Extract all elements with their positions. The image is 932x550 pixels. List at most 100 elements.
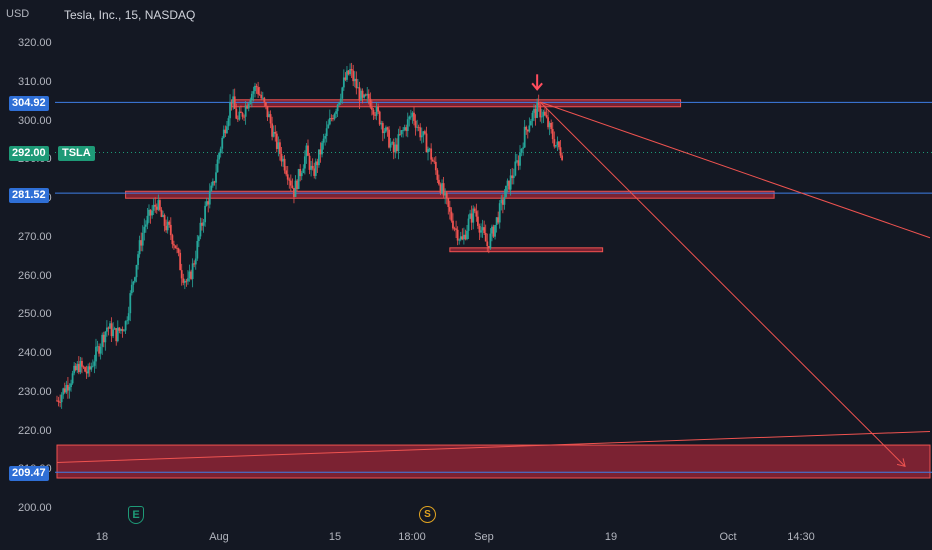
candle-body bbox=[505, 185, 507, 198]
candle-body bbox=[409, 116, 412, 118]
candle-body bbox=[207, 201, 210, 205]
candle-body bbox=[448, 206, 451, 212]
candle-body bbox=[115, 328, 118, 342]
candle-body bbox=[118, 327, 121, 331]
dividend-marker[interactable]: S bbox=[419, 506, 436, 523]
candle-body bbox=[330, 118, 333, 119]
candle-body bbox=[411, 112, 414, 117]
arrow-head bbox=[531, 82, 543, 91]
candle-body bbox=[197, 236, 200, 242]
candle-body bbox=[84, 367, 86, 372]
candle-body bbox=[361, 90, 364, 98]
candle-body bbox=[176, 248, 178, 249]
candle-body bbox=[218, 153, 221, 160]
candle-body bbox=[550, 122, 553, 130]
candle-body bbox=[492, 226, 495, 237]
candle-body bbox=[408, 116, 411, 120]
candle-body bbox=[275, 133, 278, 149]
candle-body bbox=[116, 327, 119, 342]
candle-body bbox=[420, 135, 423, 138]
candle-body bbox=[67, 385, 69, 391]
candle-body bbox=[531, 112, 534, 121]
candle-body bbox=[93, 361, 96, 366]
candle-body bbox=[280, 153, 283, 162]
candle-body bbox=[307, 145, 309, 156]
candle-body bbox=[62, 388, 65, 395]
candle-body bbox=[327, 124, 330, 129]
candle-body bbox=[155, 206, 158, 210]
candle-body bbox=[372, 109, 375, 115]
candle-body bbox=[252, 91, 255, 94]
candle-body bbox=[450, 211, 453, 221]
candle-body bbox=[484, 232, 487, 242]
trendlines[interactable] bbox=[56, 101, 931, 468]
candle-body bbox=[285, 170, 288, 175]
x-tick-label: 19 bbox=[604, 531, 618, 543]
candle-body bbox=[403, 127, 406, 130]
trendline-arrowhead bbox=[896, 458, 906, 468]
candle-body bbox=[378, 111, 381, 125]
candle-body bbox=[289, 180, 292, 186]
candle-body bbox=[483, 227, 486, 233]
horizontal-levels[interactable] bbox=[55, 101, 932, 473]
candle-body bbox=[472, 208, 475, 223]
candle-body bbox=[166, 221, 169, 231]
candle-body bbox=[458, 239, 461, 241]
y-tick-label: 240.00 bbox=[18, 347, 52, 359]
candle-body bbox=[363, 94, 366, 98]
candle-body bbox=[438, 179, 440, 185]
candle-body bbox=[68, 387, 71, 391]
candle-body bbox=[102, 334, 105, 343]
candle-body bbox=[491, 226, 493, 234]
candle-body bbox=[536, 102, 539, 118]
candle-body bbox=[173, 244, 175, 246]
trendline bbox=[56, 431, 931, 463]
candle-body bbox=[475, 211, 478, 217]
candle-body bbox=[314, 161, 317, 176]
candle-body bbox=[349, 69, 351, 75]
candle-body bbox=[360, 90, 362, 101]
candle-body bbox=[257, 87, 260, 95]
candle-body bbox=[65, 385, 68, 393]
candle-body bbox=[388, 129, 390, 148]
candle-body bbox=[271, 123, 274, 137]
candle-body bbox=[497, 217, 500, 223]
candle-body bbox=[82, 366, 85, 368]
candle-body bbox=[391, 142, 394, 144]
candle-body bbox=[519, 152, 521, 166]
candle-body bbox=[247, 103, 250, 109]
earnings-marker[interactable]: E bbox=[128, 506, 144, 524]
zone-rect bbox=[125, 190, 775, 199]
candle-body bbox=[424, 131, 426, 134]
candle-body bbox=[366, 93, 369, 96]
candle-body bbox=[511, 175, 514, 179]
candle-body bbox=[381, 123, 384, 134]
candle-body bbox=[302, 168, 305, 173]
candle-body bbox=[540, 116, 543, 118]
candle-body bbox=[162, 215, 164, 217]
candle-body bbox=[542, 111, 545, 117]
candle-body bbox=[375, 106, 378, 116]
candle-body bbox=[466, 230, 468, 240]
candle-body bbox=[201, 222, 203, 226]
candle-body bbox=[169, 224, 172, 236]
candle-body bbox=[520, 148, 523, 153]
candle-body bbox=[141, 232, 144, 246]
candle-body bbox=[530, 120, 532, 126]
candle-body bbox=[112, 329, 115, 337]
y-tick-label: 310.00 bbox=[18, 75, 52, 88]
candle-body bbox=[216, 159, 219, 173]
candle-body bbox=[185, 280, 188, 282]
candle-body bbox=[500, 199, 503, 204]
candle-body bbox=[121, 328, 124, 332]
candle-body bbox=[85, 371, 88, 374]
candle-body bbox=[293, 188, 295, 197]
candle-body bbox=[318, 149, 320, 166]
candle-body bbox=[79, 360, 82, 373]
candle-body bbox=[110, 323, 113, 337]
candle-body bbox=[526, 129, 529, 132]
candle-body bbox=[554, 145, 557, 147]
candle-body bbox=[386, 127, 389, 130]
candle-body bbox=[157, 200, 160, 210]
